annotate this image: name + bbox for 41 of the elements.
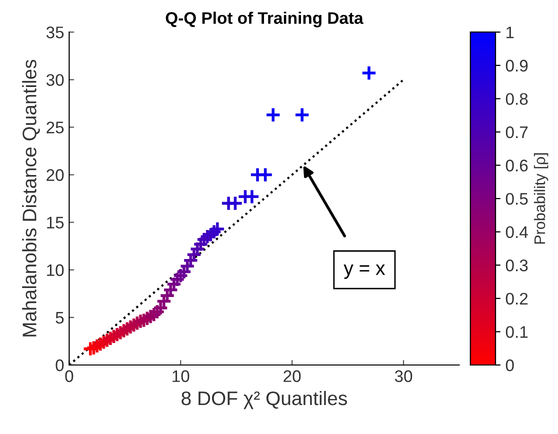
point	[206, 224, 222, 240]
color-bar-label: 0.1	[506, 326, 528, 338]
y-tick-label: 20	[46, 169, 64, 181]
color-bar-label: 0.5	[506, 192, 528, 205]
y-tick-label: 15	[47, 216, 64, 229]
y-tick-label: 5	[56, 312, 64, 324]
y-tick-label: 0	[56, 359, 64, 372]
y-tick-label: 10	[47, 264, 64, 276]
point	[209, 221, 226, 237]
point	[149, 304, 166, 320]
point	[294, 106, 310, 123]
point	[202, 226, 219, 243]
x-tick-label: 0	[65, 370, 74, 382]
chart-title: Q-Q Plot of Training Data	[166, 12, 364, 28]
color-bar-label: 0.4	[506, 226, 528, 238]
point	[146, 306, 162, 323]
point	[257, 166, 274, 183]
y-tick-label: 25	[46, 122, 64, 134]
point	[169, 271, 186, 288]
x-tick-label: 20	[284, 370, 301, 382]
point	[360, 65, 377, 81]
color-bar-label: 0.7	[506, 126, 528, 138]
point	[192, 236, 209, 252]
point	[265, 106, 282, 123]
y-axis-title: Mahalanobis Distance Quantiles	[22, 60, 40, 336]
color-bar-label: 0.8	[506, 93, 528, 105]
y-tick-label: 30	[46, 74, 64, 86]
annotation: y = x	[344, 264, 386, 279]
x-tick-label: 10	[172, 370, 190, 382]
color-bar-label: 0.9	[506, 60, 528, 72]
x-axis-title: 8 DOF χ² Quantiles	[182, 390, 347, 410]
point	[244, 188, 260, 205]
color-bar-label: 0.6	[506, 160, 528, 172]
point	[172, 268, 189, 284]
color-bar-label: 1	[506, 26, 514, 38]
color-bar-label: 0.3	[506, 260, 528, 272]
color-bar-label: 0	[506, 359, 514, 372]
color-bar-label: 0.2	[506, 292, 528, 305]
color-bar-title: Probability [ρ]	[534, 153, 548, 244]
x-tick-label: 30	[394, 370, 412, 382]
y-tick-label: 35	[46, 26, 64, 38]
